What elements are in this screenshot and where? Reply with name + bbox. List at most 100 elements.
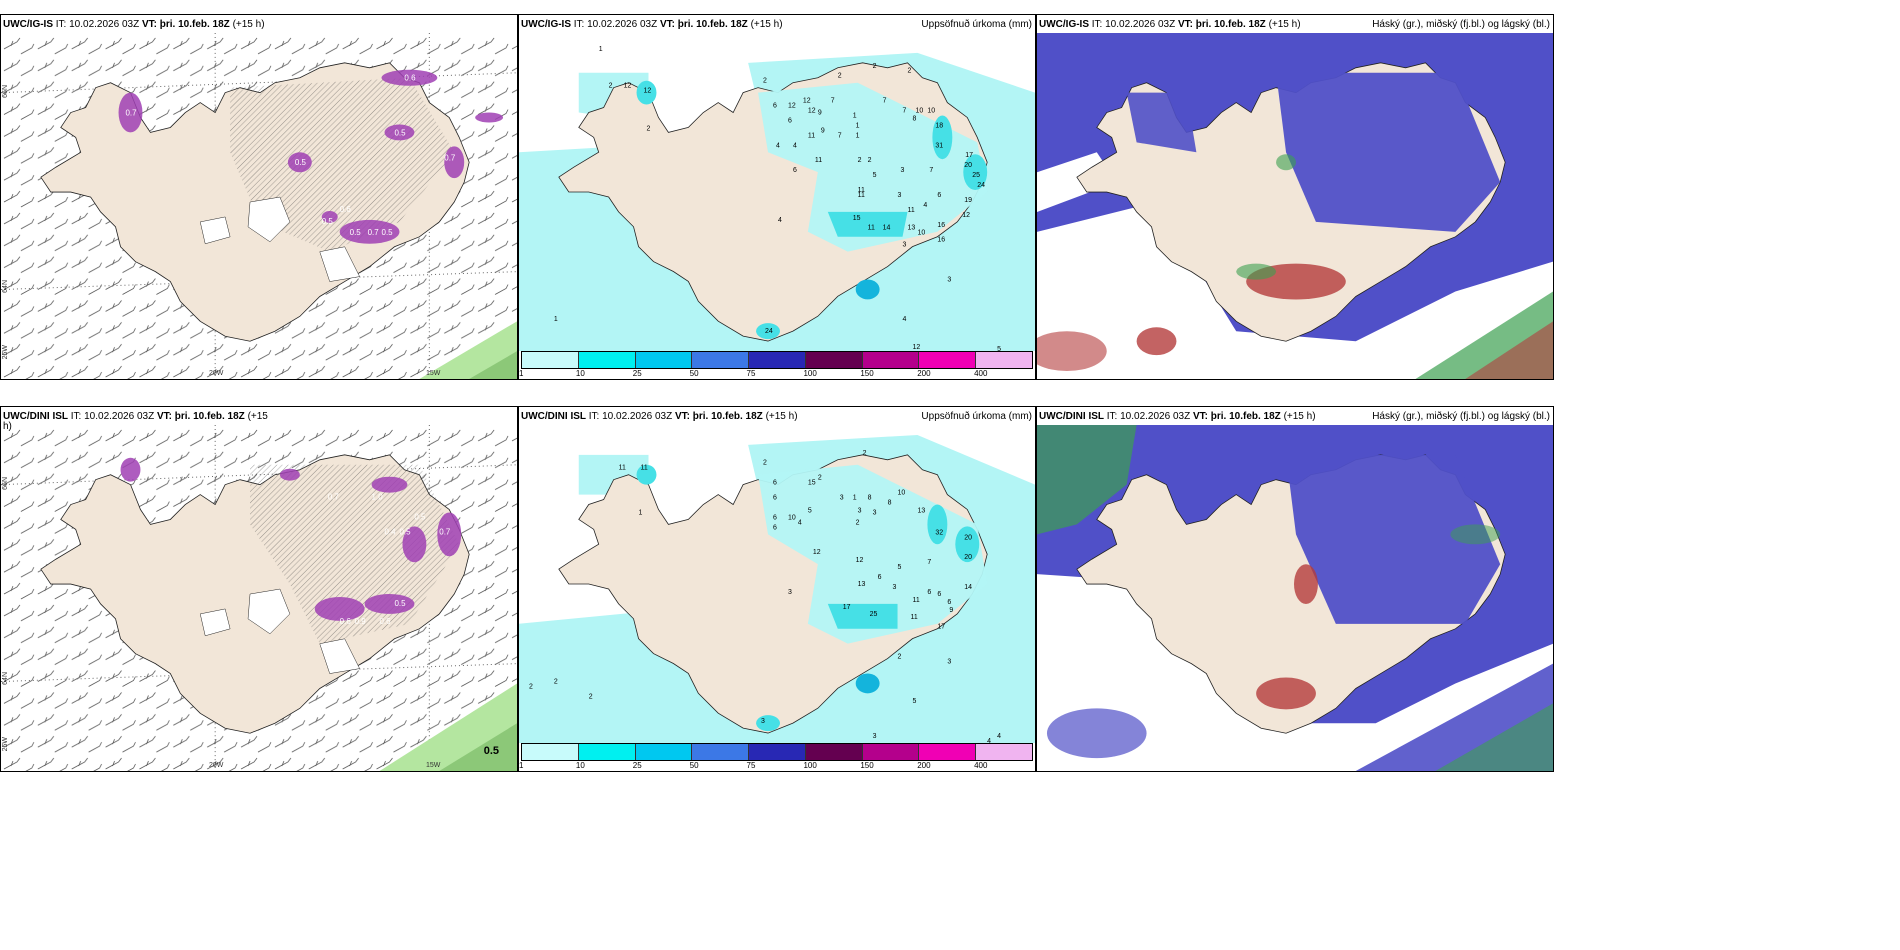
precip-label: 2 xyxy=(868,157,872,164)
precip-label: 3 xyxy=(898,192,902,199)
precip-label: 2 xyxy=(763,78,767,85)
map-precip[interactable]: 1 2 12 12 12 7 2 1 2 2 2 6 12 12 9 2 7 7… xyxy=(519,33,1035,351)
colorbar xyxy=(521,743,1033,761)
precip-label: 12 xyxy=(644,88,652,95)
precip-label: 11 xyxy=(858,187,865,194)
precip-label: 9 xyxy=(949,607,953,614)
precip-label: 1 xyxy=(856,122,860,129)
colorbar-swatch xyxy=(976,744,1033,760)
precip-label: 31 xyxy=(935,142,943,149)
precip-label: 8 xyxy=(888,500,892,507)
map-snow-wind[interactable]: 0.5 0.5 0.7 0.5 0.7 0.5 0.6 0.7 0.6 0.5 xyxy=(1,33,517,379)
colorbar-swatch xyxy=(749,744,806,760)
precip-label: 6 xyxy=(773,480,777,487)
precip-label: 11 xyxy=(907,207,914,214)
lat-label: 66N xyxy=(2,477,9,490)
colorbar-swatch xyxy=(692,352,750,368)
precip-label: 7 xyxy=(838,132,842,139)
precip-label: 7 xyxy=(929,167,933,174)
colorbar-swatch xyxy=(862,352,920,368)
colorbar-tick: 75 xyxy=(746,761,756,770)
snow-label: 0.5 xyxy=(295,158,307,167)
map-precip[interactable]: 2 2 11 11 6 1 2 6 15 3 1 8 10 6 6 10 4 5… xyxy=(519,425,1035,743)
precip-label: 2 xyxy=(589,693,593,700)
precip-label: 16 xyxy=(937,237,945,244)
precip-label: 12 xyxy=(808,108,816,115)
precip-label: 6 xyxy=(788,117,792,124)
map-clouds[interactable] xyxy=(1037,425,1553,771)
snow-label: 0.5 xyxy=(399,527,411,536)
value-badge: 0.5 xyxy=(483,745,499,757)
panel-title: Háský (gr.), miðský (fj.bl.) og lágský (… xyxy=(1372,411,1550,422)
precip-label: 2 xyxy=(873,63,877,70)
precip-label: 8 xyxy=(912,115,916,122)
precip-label: 11 xyxy=(641,465,648,472)
colorbar-tick: 400 xyxy=(974,761,988,770)
precip-label: 6 xyxy=(878,574,882,581)
precip-label: 12 xyxy=(803,98,811,105)
colorbar-swatch xyxy=(635,744,693,760)
precip-label: 3 xyxy=(761,718,765,725)
colorbar-swatch xyxy=(749,352,806,368)
snow-label: 0.7 xyxy=(444,153,456,162)
map-snow-wind[interactable]: 0.7 0.5 1.0 0.5 0.4 0.5 0.6 0.9 0.6 0.7 xyxy=(1,425,517,771)
colorbar xyxy=(521,351,1033,369)
precip-label: 3 xyxy=(947,276,951,283)
precip-label: 3 xyxy=(893,584,897,591)
precip-label: 11 xyxy=(858,192,865,199)
precip-label: 5 xyxy=(912,698,916,705)
panel-title: Háský (gr.), miðský (fj.bl.) og lágský (… xyxy=(1372,19,1550,30)
precip-label: 1 xyxy=(856,132,860,139)
precip-label: 10 xyxy=(788,514,796,521)
precip-label: 5 xyxy=(808,507,812,514)
panel-header: UWC/IG-IS IT: 10.02.2026 03Z VT: þri. 10… xyxy=(1039,19,1301,30)
precip-label: 4 xyxy=(793,142,797,149)
snow-label: 0.7 xyxy=(126,109,138,118)
precip-label: 14 xyxy=(883,225,891,232)
panel-ig-is-precip: UWC/IG-IS IT: 10.02.2026 03Z VT: þri. 10… xyxy=(518,14,1036,380)
precip-label: 7 xyxy=(831,98,835,105)
precip-label: 12 xyxy=(856,557,864,564)
panel-header: UWC/IG-IS IT: 10.02.2026 03Z VT: þri. 10… xyxy=(521,19,783,30)
lat-label: 64N xyxy=(2,672,9,685)
precip-label: 2 xyxy=(647,125,651,132)
snow-label: 0.7 xyxy=(439,527,451,536)
colorbar-swatch xyxy=(919,744,977,760)
precip-label: 1 xyxy=(639,509,643,516)
precip-label: 12 xyxy=(788,103,796,110)
lon-label: 15W xyxy=(426,762,441,769)
precip-label: 12 xyxy=(813,549,821,556)
lon-label: 20W xyxy=(209,762,224,769)
snow-label: 0.5 xyxy=(350,228,362,237)
precip-label: 2 xyxy=(818,475,822,482)
colorbar-tick: 1 xyxy=(519,369,524,378)
precip-label: 8 xyxy=(868,495,872,502)
precip-label: 5 xyxy=(873,172,877,179)
precip-label: 4 xyxy=(923,202,927,209)
panel-ig-is-clouds: UWC/IG-IS IT: 10.02.2026 03Z VT: þri. 10… xyxy=(1036,14,1554,380)
snow-label: 0.6 xyxy=(404,74,416,83)
colorbar-tick: 150 xyxy=(860,369,874,378)
precip-label: 11 xyxy=(808,132,815,139)
snow-label: 0.4 xyxy=(385,527,397,536)
colorbar-ticks: 1 10 25 50 75 100 150 200 400 xyxy=(519,761,1033,771)
precip-label: 24 xyxy=(977,182,985,189)
colorbar-swatch xyxy=(805,352,863,368)
precip-label: 2 xyxy=(898,654,902,661)
snow-label: 1.0 xyxy=(372,493,384,502)
precip-label: 3 xyxy=(788,589,792,596)
precip-label: 2 xyxy=(838,73,842,80)
precip-label: 9 xyxy=(821,127,825,134)
panel-dini-snow: UWC/DINI ISL IT: 10.02.2026 03Z VT: þri.… xyxy=(0,406,518,772)
precip-label: 6 xyxy=(937,591,941,598)
map-clouds[interactable] xyxy=(1037,33,1553,379)
lon-label: 15W xyxy=(426,370,441,377)
precip-label: 4 xyxy=(776,142,780,149)
precip-label: 17 xyxy=(843,604,851,611)
lon-label: 20W xyxy=(209,370,224,377)
precip-label: 17 xyxy=(965,152,973,159)
precip-label: 3 xyxy=(858,507,862,514)
precip-label: 32 xyxy=(935,529,943,536)
colorbar-swatch xyxy=(522,744,579,760)
colorbar-tick: 200 xyxy=(917,369,931,378)
